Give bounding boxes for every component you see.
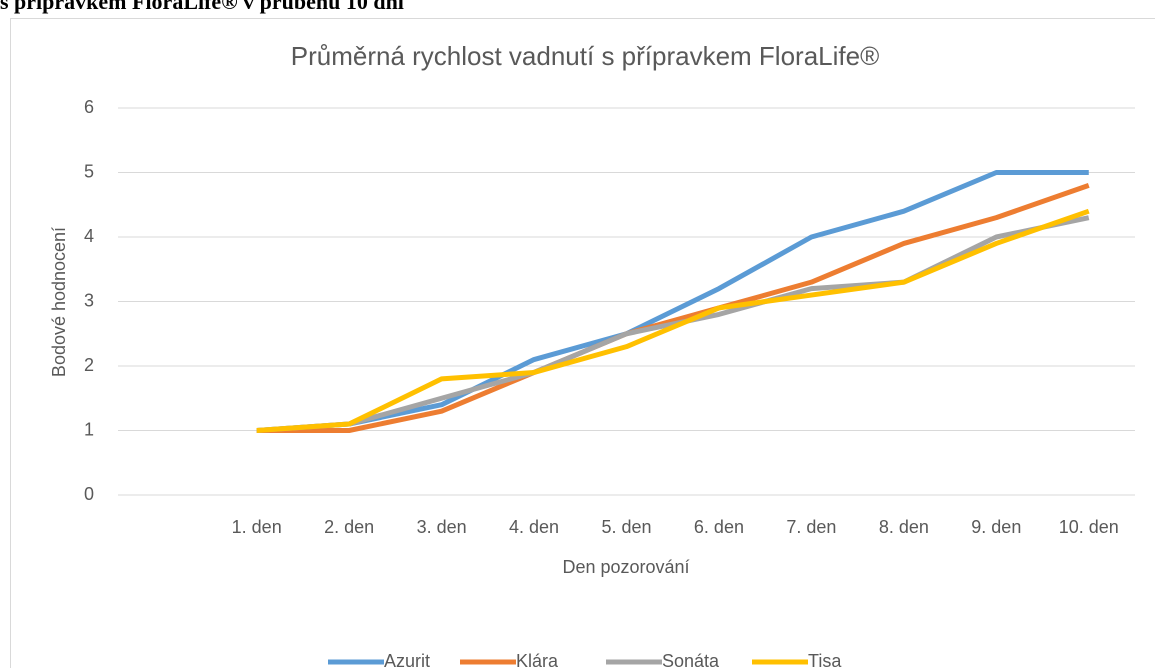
x-tick-label: 9. den xyxy=(971,517,1021,537)
y-axis-label: Bodové hodnocení xyxy=(49,227,69,377)
x-tick-label: 7. den xyxy=(786,517,836,537)
x-tick-label: 2. den xyxy=(324,517,374,537)
legend-label: Tisa xyxy=(808,651,842,668)
line-series xyxy=(256,215,1090,433)
chart-border xyxy=(10,18,1155,668)
x-tick-label: 3. den xyxy=(417,517,467,537)
x-tick-label: 1. den xyxy=(232,517,282,537)
y-tick-label: 0 xyxy=(84,484,94,504)
y-tick-label: 3 xyxy=(84,290,94,310)
x-tick-label: 8. den xyxy=(879,517,929,537)
x-tick-label: 6. den xyxy=(694,517,744,537)
line-series xyxy=(256,183,1090,433)
legend-label: Klára xyxy=(516,651,559,668)
x-tick-label: 10. den xyxy=(1059,517,1119,537)
y-tick-label: 5 xyxy=(84,161,94,181)
y-tick-label: 6 xyxy=(84,97,94,117)
x-tick-label: 5. den xyxy=(601,517,651,537)
y-tick-label: 1 xyxy=(84,419,94,439)
legend-label: Azurit xyxy=(384,651,430,668)
legend-label: Sonáta xyxy=(662,651,720,668)
x-tick-label: 4. den xyxy=(509,517,559,537)
x-axis-label: Den pozorování xyxy=(562,557,689,577)
line-series xyxy=(256,170,1089,433)
y-tick-label: 4 xyxy=(84,226,94,246)
y-tick-label: 2 xyxy=(84,355,94,375)
chart-title: Průměrná rychlost vadnutí s přípravkem F… xyxy=(291,41,880,71)
line-series xyxy=(256,208,1090,433)
heading: s přípravkem FloraLife® v průběhu 10 dní xyxy=(0,0,405,14)
